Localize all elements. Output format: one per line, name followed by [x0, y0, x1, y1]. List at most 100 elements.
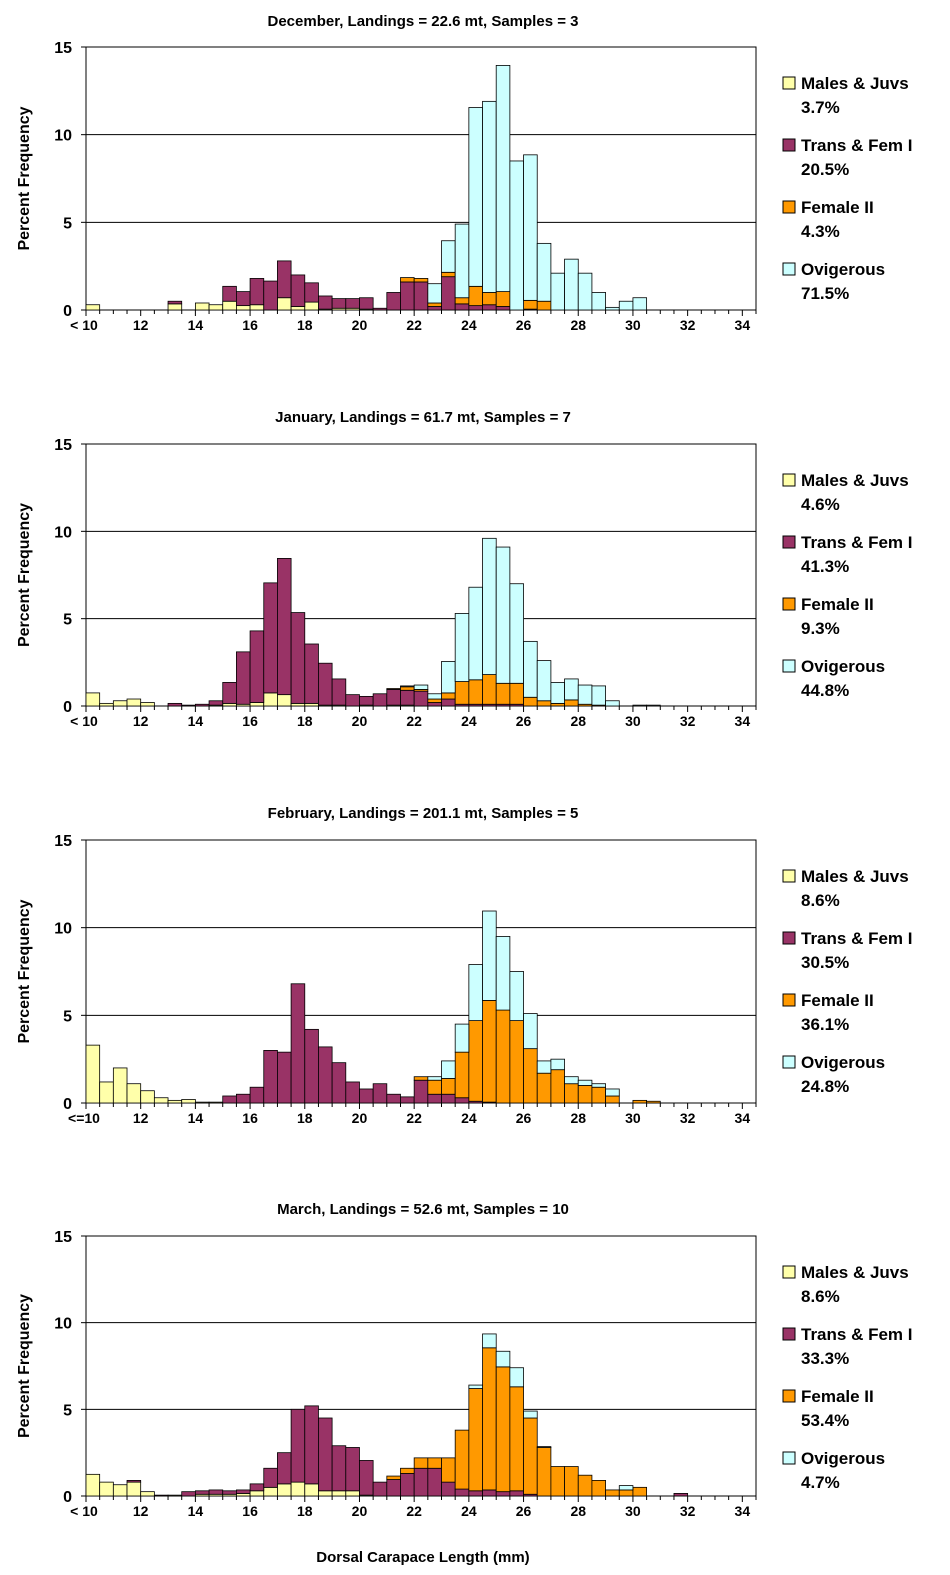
legend-percent: 53.4%	[801, 1411, 849, 1430]
bar-males-juvs	[85, 304, 101, 311]
bar-trans-fem-i	[359, 695, 374, 706]
bar-female-ii	[550, 1069, 565, 1104]
bar-trans-fem-i	[345, 1447, 360, 1492]
bar-males-juvs	[277, 694, 292, 707]
x-tick-label: 18	[297, 1110, 313, 1126]
x-tick-label: 12	[133, 1110, 149, 1126]
legend-percent: 20.5%	[801, 160, 849, 179]
x-tick-label: 32	[680, 1110, 696, 1126]
bar-trans-fem-i	[222, 682, 237, 704]
bar-trans-fem-i	[441, 1481, 456, 1497]
legend-label: Ovigerous	[801, 657, 885, 676]
legend-label: Males & Juvs	[801, 867, 909, 886]
bar-males-juvs	[304, 301, 319, 311]
bar-ovigerous	[605, 700, 620, 707]
bar-female-ii	[482, 674, 497, 705]
legend-percent: 30.5%	[801, 953, 849, 972]
x-tick-label: 22	[406, 317, 422, 333]
bar-trans-fem-i	[386, 292, 401, 311]
x-tick-label: 30	[625, 317, 641, 333]
bar-trans-fem-i	[441, 276, 456, 311]
bar-female-ii	[564, 699, 579, 707]
x-tick-label: 30	[625, 1503, 641, 1519]
bar-female-ii	[632, 1486, 648, 1497]
bar-trans-fem-i	[263, 582, 278, 694]
y-tick-label: 5	[63, 612, 72, 629]
bar-ovigerous	[454, 613, 470, 682]
y-tick-label: 15	[54, 1229, 72, 1246]
bar-males-juvs	[263, 692, 278, 707]
x-tick-label: 14	[188, 1503, 204, 1519]
bar-males-juvs	[236, 305, 251, 311]
bar-ovigerous	[632, 704, 648, 707]
x-tick-label: < 10	[70, 1503, 98, 1519]
x-tick-label: 32	[680, 317, 696, 333]
bar-trans-fem-i	[345, 1081, 360, 1104]
bar-males-juvs	[290, 1481, 306, 1497]
bar-ovigerous	[523, 154, 538, 301]
bar-ovigerous	[523, 1410, 538, 1419]
bar-female-ii	[454, 681, 470, 705]
legend-label: Ovigerous	[801, 260, 885, 279]
x-tick-label: 24	[461, 713, 477, 729]
bar-ovigerous	[509, 971, 524, 1021]
bar-ovigerous	[427, 283, 442, 304]
x-tick-label: 26	[516, 317, 532, 333]
bar-trans-fem-i	[249, 630, 265, 703]
legend-swatch	[782, 473, 796, 487]
bar-trans-fem-i	[153, 1494, 169, 1497]
bar-female-ii	[468, 1388, 483, 1492]
bar-trans-fem-i	[263, 1050, 278, 1104]
x-tick-label: 12	[133, 1503, 149, 1519]
chart-title: December, Landings = 22.6 mt, Samples = …	[268, 13, 579, 30]
bar-males-juvs	[140, 1491, 155, 1497]
bar-trans-fem-i	[427, 306, 442, 311]
legend-label: Ovigerous	[801, 1053, 885, 1072]
bar-males-juvs	[167, 1099, 183, 1104]
bar-ovigerous	[509, 1367, 524, 1388]
x-tick-label: 26	[516, 713, 532, 729]
x-tick-label: <=10	[68, 1110, 100, 1126]
x-tick-label: 34	[735, 1110, 751, 1126]
legend-label: Female II	[801, 1387, 874, 1406]
x-tick-label: 30	[625, 713, 641, 729]
bar-trans-fem-i	[359, 1460, 374, 1496]
y-tick-label: 0	[63, 699, 72, 716]
legend-swatch	[782, 1389, 796, 1403]
x-axis-label: Dorsal Carapace Length (mm)	[316, 1549, 529, 1566]
bar-female-ii	[441, 271, 456, 278]
bar-males-juvs	[126, 1481, 142, 1497]
bar-ovigerous	[564, 258, 579, 311]
x-tick-label: 22	[406, 713, 422, 729]
legend-swatch	[782, 993, 796, 1007]
legend-label: Males & Juvs	[801, 74, 909, 93]
bar-female-ii	[523, 1417, 538, 1495]
bar-trans-fem-i	[249, 1086, 265, 1104]
bar-males-juvs	[112, 1067, 128, 1104]
y-tick-label: 0	[63, 1096, 72, 1113]
bar-ovigerous	[482, 537, 497, 675]
x-tick-label: 14	[188, 713, 204, 729]
bar-males-juvs	[331, 1490, 347, 1497]
legend-label: Female II	[801, 991, 874, 1010]
bar-trans-fem-i	[263, 1467, 278, 1488]
bar-males-juvs	[345, 1490, 360, 1497]
bar-ovigerous	[632, 297, 648, 311]
bar-female-ii	[509, 1020, 524, 1104]
bar-trans-fem-i	[222, 285, 237, 302]
bar-trans-fem-i	[359, 1088, 374, 1104]
bar-female-ii	[605, 1489, 620, 1497]
bar-ovigerous	[591, 1083, 606, 1088]
legend-label: Males & Juvs	[801, 1263, 909, 1282]
bar-ovigerous	[591, 292, 606, 311]
bar-ovigerous	[468, 586, 483, 681]
bar-female-ii	[646, 1100, 661, 1104]
bar-ovigerous	[495, 936, 511, 1011]
bar-female-ii	[482, 292, 497, 306]
bar-males-juvs	[112, 1484, 128, 1497]
bar-males-juvs	[222, 300, 237, 311]
bar-ovigerous	[454, 1023, 470, 1053]
y-tick-label: 10	[54, 524, 72, 541]
y-tick-label: 15	[54, 833, 72, 850]
bar-males-juvs	[208, 304, 224, 311]
